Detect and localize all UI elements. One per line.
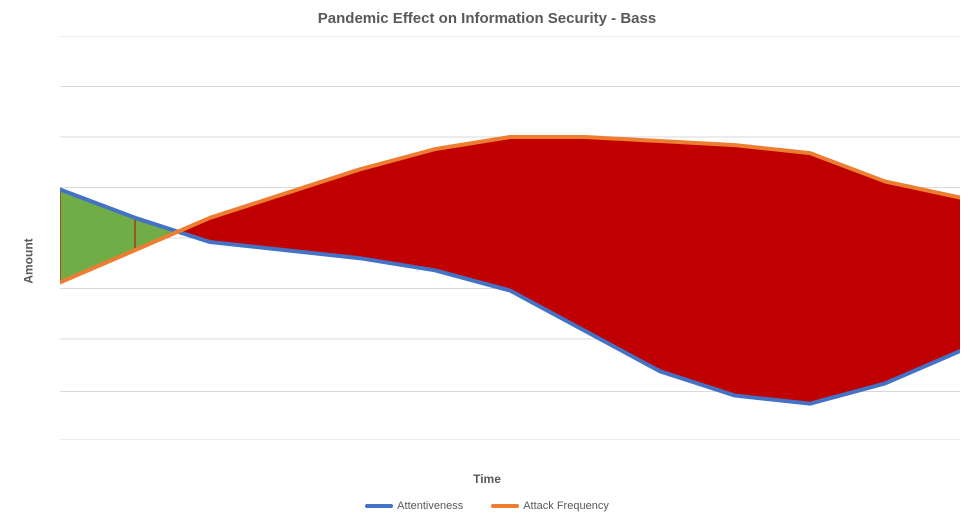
legend-swatch-attack-frequency [491,504,519,508]
legend-label-attack-frequency: Attack Frequency [523,500,609,512]
y-axis-label: Amount [6,0,51,522]
legend-label-attentiveness: Attentiveness [397,500,463,512]
legend-item-attentiveness: Attentiveness [365,500,463,512]
x-axis-label: Time [0,472,974,486]
chart-container: Pandemic Effect on Information Security … [0,0,974,522]
y-axis-label-text: Amount [22,238,36,283]
plot-area [60,36,960,440]
x-axis-label-text: Time [473,472,501,486]
legend: Attentiveness Attack Frequency [0,500,974,512]
chart-svg [60,36,960,440]
legend-item-attack-frequency: Attack Frequency [491,500,609,512]
chart-title: Pandemic Effect on Information Security … [0,10,974,27]
legend-swatch-attentiveness [365,504,393,508]
chart-title-text: Pandemic Effect on Information Security … [318,10,656,27]
